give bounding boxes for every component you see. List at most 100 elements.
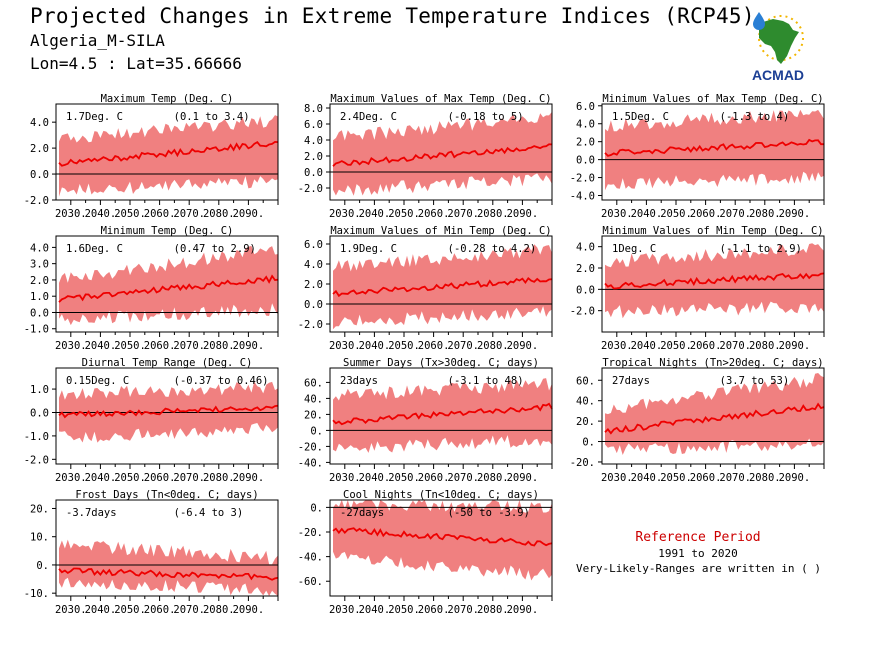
y-tick-label: -20. — [570, 457, 595, 469]
value-label: 0.15Deg. C — [66, 375, 129, 387]
y-tick-label: -2.0 — [24, 195, 49, 207]
sun-rays-icon — [758, 15, 804, 61]
x-tick-label: 2080. — [477, 472, 509, 484]
y-tick-label: 0.0 — [30, 307, 49, 319]
y-tick-label: 40. — [304, 393, 323, 405]
x-tick-label: 2040. — [85, 472, 117, 484]
y-tick-label: 0. — [310, 502, 323, 514]
range-label: (0.1 to 3.4) — [174, 111, 250, 123]
x-tick-label: 2070. — [173, 208, 205, 220]
plot-frame — [55, 235, 279, 333]
median-line — [604, 138, 824, 157]
x-tick-label: 2070. — [447, 208, 479, 220]
acmad-logo: ACMAD — [752, 12, 804, 83]
value-label: 1Deg. C — [612, 243, 656, 255]
panel-title: Tropical Nights (Tn>20deg. C; days) — [602, 357, 823, 369]
median-line — [604, 402, 825, 435]
y-tick-label: 1.0 — [30, 384, 49, 396]
y-tick-label: 10. — [30, 532, 49, 544]
panel-4: Minimum Temp (Deg. C) 1.6Deg. C (0.47 to 2… — [24, 225, 279, 352]
plot-frame — [329, 103, 553, 201]
x-tick-label: 2030. — [601, 472, 633, 484]
x-tick-label: 2070. — [173, 604, 205, 616]
x-tick-label: 2060. — [690, 340, 722, 352]
range-label: (0.47 to 2.9) — [174, 243, 256, 255]
plot-frame — [55, 367, 279, 465]
range-label: (-1.1 to 2.9) — [720, 243, 802, 255]
x-tick-label: 2090. — [233, 340, 265, 352]
y-tick-label: 6.0 — [304, 239, 323, 251]
y-tick-label: -2.0 — [570, 173, 595, 185]
x-tick-label: 2040. — [631, 472, 663, 484]
panel-title: Summer Days (Tx>30deg. C; days) — [343, 357, 539, 369]
y-tick-label: 0. — [36, 560, 49, 572]
x-tick-label: 2080. — [203, 472, 235, 484]
x-tick-label: 2070. — [719, 340, 751, 352]
x-tick-label: 2030. — [55, 472, 87, 484]
value-label: 2.4Deg. C — [340, 111, 397, 123]
y-tick-label: 40. — [576, 396, 595, 408]
range-label: (-50 to -3.9) — [448, 507, 530, 519]
y-tick-label: 0. — [582, 437, 595, 449]
x-tick-label: 2050. — [660, 472, 692, 484]
x-tick-label: 2080. — [203, 604, 235, 616]
range-label: (-3.1 to 48) — [448, 375, 524, 387]
y-tick-label: 0.0 — [576, 284, 595, 296]
x-tick-label: 2030. — [329, 604, 361, 616]
range-label: (-0.37 to 0.46) — [174, 375, 269, 387]
range-label: (-0.28 to 4.2) — [448, 243, 537, 255]
value-label: -3.7days — [66, 507, 117, 519]
median-line — [58, 140, 279, 167]
median-line — [58, 567, 279, 581]
chart-title: Projected Changes in Extreme Temperature… — [30, 4, 755, 28]
x-tick-label: 2090. — [507, 472, 539, 484]
plot-frame — [601, 103, 825, 201]
x-tick-label: 2070. — [173, 472, 205, 484]
x-tick-label: 2040. — [85, 340, 117, 352]
x-tick-label: 2060. — [418, 604, 450, 616]
y-tick-label: -4.0 — [570, 191, 595, 203]
panel-7: Diurnal Temp Range (Deg. C) 0.15Deg. C (-0… — [24, 357, 279, 484]
panel-title: Maximum Values of Min Temp (Deg. C) — [330, 225, 551, 237]
range-label: (-6.4 to 3) — [174, 507, 244, 519]
x-tick-label: 2040. — [359, 604, 391, 616]
value-label: 1.9Deg. C — [340, 243, 397, 255]
range-band — [605, 243, 824, 319]
x-tick-label: 2080. — [477, 208, 509, 220]
coordinates-label: Lon=4.5 : Lat=35.66666 — [30, 54, 242, 73]
x-tick-label: 2090. — [507, 604, 539, 616]
x-tick-label: 2050. — [114, 472, 146, 484]
x-tick-label: 2090. — [779, 208, 811, 220]
y-tick-label: 20. — [30, 503, 49, 515]
y-tick-label: -2.0 — [24, 454, 49, 466]
x-tick-label: 2070. — [719, 472, 751, 484]
reference-note: Very-Likely-Ranges are written in ( ) — [576, 562, 822, 575]
median-line — [58, 404, 279, 419]
x-tick-label: 2070. — [447, 340, 479, 352]
plot-frame — [601, 367, 825, 465]
x-tick-label: 2040. — [359, 472, 391, 484]
panel-11: Cool Nights (Tn<10deg. C; days) -27days (-… — [298, 489, 553, 616]
value-label: 1.7Deg. C — [66, 111, 123, 123]
value-label: -27days — [340, 507, 384, 519]
x-tick-label: 2030. — [329, 208, 361, 220]
value-label: 1.5Deg. C — [612, 111, 669, 123]
x-tick-label: 2060. — [144, 208, 176, 220]
x-tick-label: 2030. — [601, 208, 633, 220]
location-label: Algeria_M-SILA — [30, 31, 165, 50]
y-tick-label: -1.0 — [24, 324, 49, 336]
x-tick-label: 2050. — [388, 340, 420, 352]
panel-title: Cool Nights (Tn<10deg. C; days) — [343, 489, 539, 501]
x-tick-label: 2060. — [144, 472, 176, 484]
y-tick-label: 0.0 — [30, 407, 49, 419]
panel-title: Diurnal Temp Range (Deg. C) — [82, 357, 253, 369]
panel-title: Minimum Values of Min Temp (Deg. C) — [602, 225, 823, 237]
y-tick-label: -1.0 — [24, 431, 49, 443]
reference-period-title: Reference Period — [635, 530, 761, 545]
x-tick-label: 2060. — [418, 472, 450, 484]
x-tick-label: 2050. — [114, 208, 146, 220]
range-label: (-1.3 to 4) — [720, 111, 790, 123]
x-tick-label: 2050. — [388, 604, 420, 616]
x-tick-label: 2090. — [779, 472, 811, 484]
